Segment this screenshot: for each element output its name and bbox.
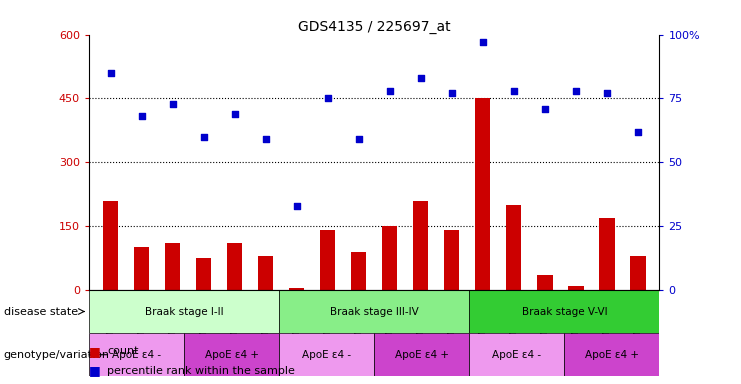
- Point: [632, 129, 644, 135]
- Point: [446, 90, 458, 96]
- Point: [229, 111, 241, 117]
- Text: Braak stage V-VI: Braak stage V-VI: [522, 306, 607, 316]
- Bar: [565, 333, 659, 376]
- Bar: [279, 333, 374, 376]
- Bar: [506, 205, 522, 290]
- Text: ■: ■: [89, 345, 101, 358]
- Bar: [196, 258, 211, 290]
- Text: ApoE ε4 -: ApoE ε4 -: [492, 350, 542, 360]
- Text: ApoE ε4 +: ApoE ε4 +: [395, 350, 449, 360]
- Text: genotype/variation: genotype/variation: [4, 350, 110, 360]
- Bar: [279, 290, 469, 333]
- Text: ApoE ε4 -: ApoE ε4 -: [112, 350, 161, 360]
- Bar: [89, 333, 184, 376]
- Bar: [599, 218, 614, 290]
- Bar: [444, 230, 459, 290]
- Title: GDS4135 / 225697_at: GDS4135 / 225697_at: [298, 20, 451, 33]
- Bar: [537, 275, 553, 290]
- Bar: [227, 243, 242, 290]
- Point: [167, 101, 179, 107]
- Bar: [475, 98, 491, 290]
- Point: [353, 136, 365, 142]
- Bar: [103, 200, 119, 290]
- Point: [415, 75, 427, 81]
- Text: Braak stage I-II: Braak stage I-II: [144, 306, 223, 316]
- Text: ■: ■: [89, 364, 101, 377]
- Text: count: count: [107, 346, 139, 356]
- Point: [104, 70, 116, 76]
- Point: [322, 95, 333, 101]
- Point: [570, 88, 582, 94]
- Bar: [89, 290, 279, 333]
- Point: [136, 113, 147, 119]
- Bar: [568, 286, 583, 290]
- Bar: [630, 256, 645, 290]
- Point: [198, 134, 210, 140]
- Point: [508, 88, 519, 94]
- Bar: [320, 230, 336, 290]
- Text: ApoE ε4 +: ApoE ε4 +: [585, 350, 639, 360]
- Bar: [134, 247, 150, 290]
- Bar: [469, 290, 659, 333]
- Text: ApoE ε4 -: ApoE ε4 -: [302, 350, 351, 360]
- Point: [601, 90, 613, 96]
- Text: disease state: disease state: [4, 306, 78, 316]
- Bar: [413, 200, 428, 290]
- Bar: [351, 252, 367, 290]
- Bar: [382, 226, 397, 290]
- Point: [539, 106, 551, 112]
- Point: [476, 39, 488, 45]
- Bar: [289, 288, 305, 290]
- Text: percentile rank within the sample: percentile rank within the sample: [107, 366, 296, 376]
- Point: [290, 203, 302, 209]
- Text: Braak stage III-IV: Braak stage III-IV: [330, 306, 419, 316]
- Text: ApoE ε4 +: ApoE ε4 +: [205, 350, 259, 360]
- Bar: [258, 256, 273, 290]
- Bar: [374, 333, 469, 376]
- Point: [384, 88, 396, 94]
- Point: [260, 136, 272, 142]
- Bar: [184, 333, 279, 376]
- Bar: [469, 333, 565, 376]
- Bar: [165, 243, 180, 290]
